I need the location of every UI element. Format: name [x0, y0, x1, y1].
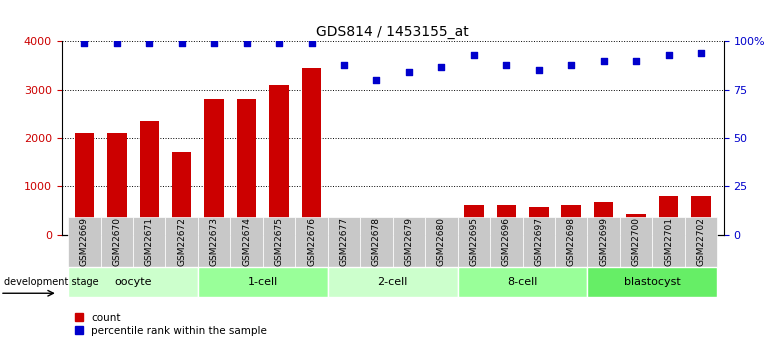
- Bar: [133, 217, 166, 267]
- Bar: [490, 217, 523, 267]
- Bar: [68, 217, 101, 267]
- Point: [435, 64, 447, 69]
- Point: [111, 41, 123, 46]
- Bar: [68, 267, 198, 297]
- Text: GSM22696: GSM22696: [502, 217, 511, 266]
- Point: [500, 62, 513, 67]
- Bar: [334, 218, 353, 235]
- Bar: [75, 133, 94, 235]
- Text: GSM22677: GSM22677: [340, 217, 349, 266]
- Text: GSM22669: GSM22669: [80, 217, 89, 266]
- Bar: [198, 217, 230, 267]
- Point: [467, 52, 480, 58]
- Bar: [270, 85, 289, 235]
- Bar: [691, 196, 711, 235]
- Bar: [139, 121, 159, 235]
- Text: GSM22697: GSM22697: [534, 217, 544, 266]
- Point: [533, 68, 545, 73]
- Point: [79, 41, 91, 46]
- Point: [662, 52, 675, 58]
- Bar: [659, 196, 678, 235]
- Point: [273, 41, 285, 46]
- Bar: [497, 205, 516, 235]
- Bar: [432, 219, 451, 235]
- Bar: [166, 217, 198, 267]
- Text: GSM22673: GSM22673: [209, 217, 219, 266]
- Text: GSM22675: GSM22675: [275, 217, 283, 266]
- Bar: [101, 217, 133, 267]
- Text: GSM22695: GSM22695: [470, 217, 478, 266]
- Bar: [529, 207, 548, 235]
- Text: GSM22701: GSM22701: [664, 217, 673, 266]
- Text: 1-cell: 1-cell: [248, 277, 278, 287]
- Bar: [457, 217, 490, 267]
- Text: GSM22679: GSM22679: [404, 217, 413, 266]
- Text: GSM22702: GSM22702: [697, 217, 705, 266]
- Bar: [627, 214, 646, 235]
- Bar: [107, 133, 126, 235]
- Text: blastocyst: blastocyst: [624, 277, 681, 287]
- Bar: [328, 267, 457, 297]
- Text: GSM22699: GSM22699: [599, 217, 608, 266]
- Text: development stage: development stage: [4, 277, 99, 287]
- Bar: [399, 223, 419, 235]
- Text: GSM22680: GSM22680: [437, 217, 446, 266]
- Text: GSM22698: GSM22698: [567, 217, 576, 266]
- Bar: [685, 217, 718, 267]
- Bar: [555, 217, 588, 267]
- Point: [695, 50, 707, 56]
- Bar: [263, 217, 296, 267]
- Text: 8-cell: 8-cell: [507, 277, 537, 287]
- Text: GSM22671: GSM22671: [145, 217, 154, 266]
- Bar: [561, 205, 581, 235]
- Bar: [230, 217, 263, 267]
- Point: [370, 77, 383, 83]
- Bar: [652, 217, 685, 267]
- Bar: [198, 267, 328, 297]
- Text: oocyte: oocyte: [114, 277, 152, 287]
- Bar: [204, 99, 224, 235]
- Bar: [523, 217, 555, 267]
- Point: [240, 41, 253, 46]
- Point: [143, 41, 156, 46]
- Point: [306, 41, 318, 46]
- Point: [565, 62, 578, 67]
- Bar: [237, 99, 256, 235]
- Text: GSM22676: GSM22676: [307, 217, 316, 266]
- Bar: [464, 205, 484, 235]
- Title: GDS814 / 1453155_at: GDS814 / 1453155_at: [316, 25, 469, 39]
- Text: GSM22700: GSM22700: [631, 217, 641, 266]
- Bar: [425, 217, 457, 267]
- Bar: [328, 217, 360, 267]
- Bar: [367, 225, 387, 235]
- Point: [630, 58, 642, 63]
- Bar: [620, 217, 652, 267]
- Text: GSM22678: GSM22678: [372, 217, 381, 266]
- Text: 2-cell: 2-cell: [377, 277, 408, 287]
- Bar: [588, 217, 620, 267]
- Text: GSM22674: GSM22674: [242, 217, 251, 266]
- Legend: count, percentile rank within the sample: count, percentile rank within the sample: [75, 313, 267, 336]
- Point: [403, 70, 415, 75]
- Bar: [360, 217, 393, 267]
- Point: [208, 41, 220, 46]
- Bar: [302, 68, 321, 235]
- Bar: [594, 202, 614, 235]
- Bar: [393, 217, 425, 267]
- Point: [176, 41, 188, 46]
- Bar: [588, 267, 718, 297]
- Point: [338, 62, 350, 67]
- Bar: [296, 217, 328, 267]
- Bar: [172, 152, 192, 235]
- Point: [598, 58, 610, 63]
- Text: GSM22670: GSM22670: [112, 217, 122, 266]
- Text: GSM22672: GSM22672: [177, 217, 186, 266]
- Bar: [457, 267, 588, 297]
